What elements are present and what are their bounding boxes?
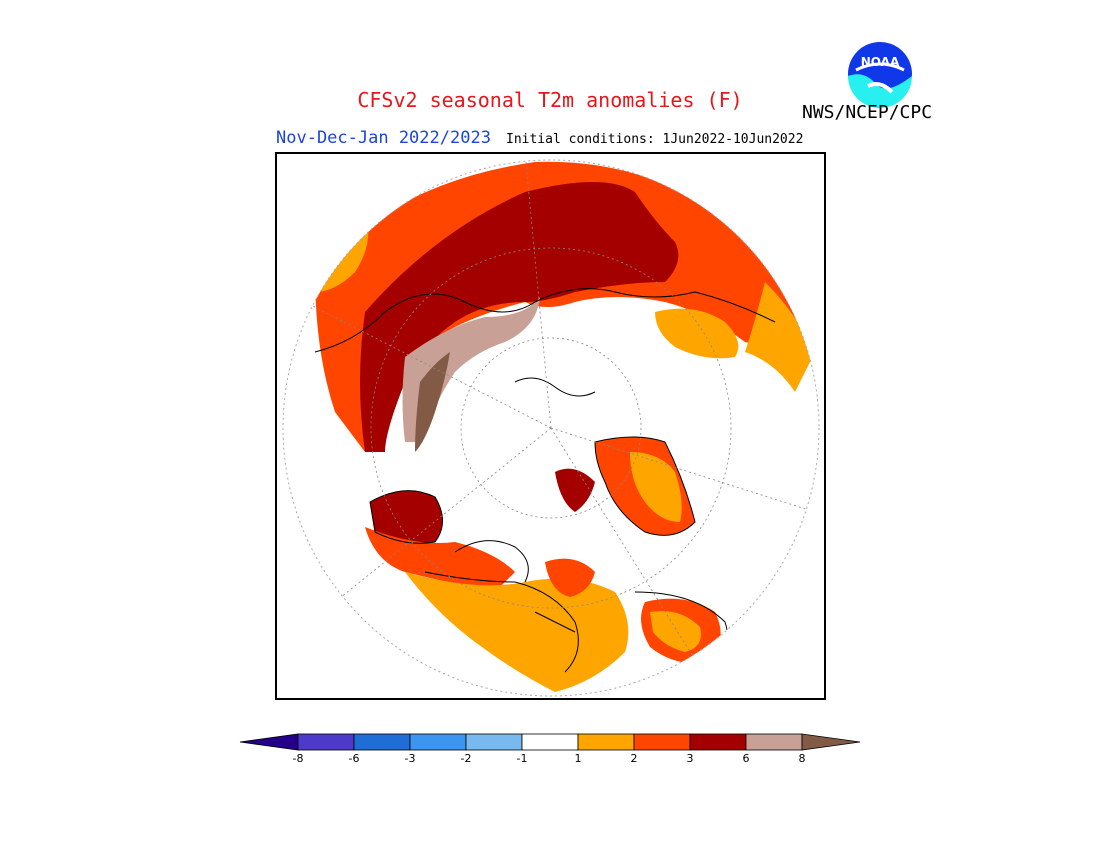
anomaly-region-alaska-2to3 — [365, 527, 515, 592]
graticule — [304, 160, 816, 693]
legend-bin-neg1-1 — [521, 733, 579, 751]
legend-bin-neg6-neg3 — [353, 733, 411, 751]
globe-outline — [282, 159, 820, 697]
anomaly-region-europe-1to2 — [655, 308, 739, 359]
anomaly-region-siberia-6to8 — [402, 297, 540, 442]
legend-tick-label: -8 — [292, 752, 304, 765]
initial-conditions-label: Initial conditions: 1Jun2022-10Jun2022 — [506, 132, 804, 147]
legend-arrow-left — [239, 733, 299, 751]
legend-tick-label: -3 — [404, 752, 416, 765]
legend-tick-label: 8 — [798, 752, 806, 765]
anomaly-region-hudson-2to3 — [545, 558, 595, 597]
anomaly-region-asia-1to2-right — [745, 282, 815, 392]
legend-bin-1-2 — [577, 733, 635, 751]
legend-bin-3-6 — [689, 733, 747, 751]
agency-label: NWS/NCEP/CPC — [802, 102, 933, 123]
map-border — [275, 152, 826, 700]
legend-bin-6-8 — [745, 733, 803, 751]
map-title: CFSv2 seasonal T2m anomalies (F) — [357, 88, 743, 112]
legend-tick-label: -1 — [516, 752, 528, 765]
noaa-logo: NOAA — [848, 42, 912, 108]
coastlines — [314, 288, 776, 673]
anomaly-region-canada-3to6 — [555, 468, 595, 512]
legend-tick-label: -6 — [348, 752, 360, 765]
logo-text: NOAA — [861, 55, 900, 69]
period-label: Nov-Dec-Jan 2022/2023 — [276, 128, 491, 148]
anomaly-map — [275, 152, 826, 700]
anomaly-region-greenland-1to2 — [630, 452, 682, 522]
legend-tick-label: 6 — [742, 752, 750, 765]
anomaly-region-eurasia-2to3 — [315, 161, 805, 453]
legend-tick-label: 2 — [630, 752, 638, 765]
legend-tick-label: 3 — [686, 752, 694, 765]
legend-tick-label: 1 — [574, 752, 582, 765]
anomaly-region-siberia-gt8 — [415, 352, 450, 452]
anomaly-region-east-america-1to2 — [650, 611, 701, 652]
color-legend — [239, 733, 861, 751]
legend-bin-neg3-neg2 — [409, 733, 467, 751]
legend-tick-label: -2 — [460, 752, 472, 765]
legend-bin-2-3 — [633, 733, 691, 751]
legend-arrow-right — [801, 733, 861, 751]
legend-bin-neg8-neg6 — [297, 733, 355, 751]
anomaly-region-siberia-3to6 — [360, 182, 679, 452]
legend-bin-neg2-neg1 — [465, 733, 523, 751]
